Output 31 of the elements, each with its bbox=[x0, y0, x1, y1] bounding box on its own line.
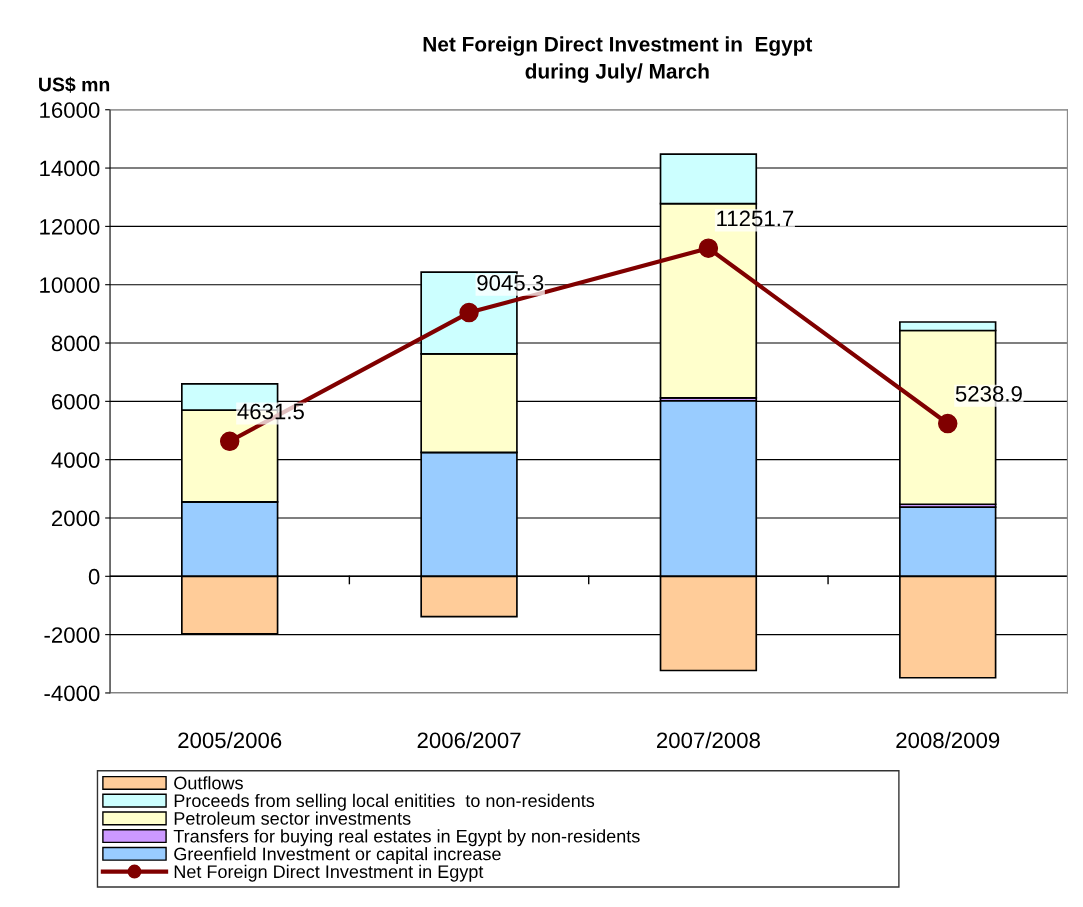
legend-label: Proceeds from selling local enitities to non-residents bbox=[174, 793, 595, 811]
data-label: 9045.3 bbox=[477, 274, 544, 291]
x-tick-label: 2008/2009 bbox=[896, 731, 1000, 749]
y-axis-title: US$ mn bbox=[39, 76, 110, 93]
chart-title: Net Foreign Direct Investment in Egypt during July/ March bbox=[423, 36, 813, 83]
legend-label: Petroleum sector investments bbox=[174, 811, 411, 825]
legend-label: Net Foreign Direct Investment in Egypt bbox=[174, 864, 484, 882]
legend-label: Greenfield Investment or capital increase bbox=[174, 847, 501, 864]
y-tick-label: 8000 bbox=[51, 335, 100, 352]
y-tick-label: 14000 bbox=[40, 160, 100, 177]
x-tick-label: 2005/2006 bbox=[178, 731, 282, 749]
x-tick-label: 2007/2008 bbox=[656, 731, 760, 749]
y-tick-label: -4000 bbox=[44, 685, 100, 702]
legend-label: Transfers for buying real estates in Egypt by non-residents bbox=[173, 829, 640, 847]
point bbox=[219, 431, 240, 451]
y-tick-label: -2000 bbox=[44, 627, 100, 643]
x-tick-label: 2006/2007 bbox=[417, 731, 521, 749]
data-label: 4631.5 bbox=[237, 403, 304, 420]
point bbox=[938, 413, 958, 434]
legend-label: Outflows bbox=[174, 776, 243, 790]
y-tick-label: 12000 bbox=[40, 218, 100, 235]
point bbox=[698, 238, 719, 258]
y-tick-label: 10000 bbox=[40, 277, 100, 293]
y-tick-label: 16000 bbox=[40, 102, 100, 119]
y-tick-label: 4000 bbox=[51, 452, 100, 468]
y-tick-label: 6000 bbox=[52, 393, 100, 410]
point bbox=[459, 302, 479, 323]
y-tick-label: 0 bbox=[88, 568, 100, 585]
data-label: 11251.7 bbox=[717, 210, 794, 227]
data-label: 5238.9 bbox=[955, 385, 1022, 402]
y-tick-label: 2000 bbox=[52, 510, 100, 527]
